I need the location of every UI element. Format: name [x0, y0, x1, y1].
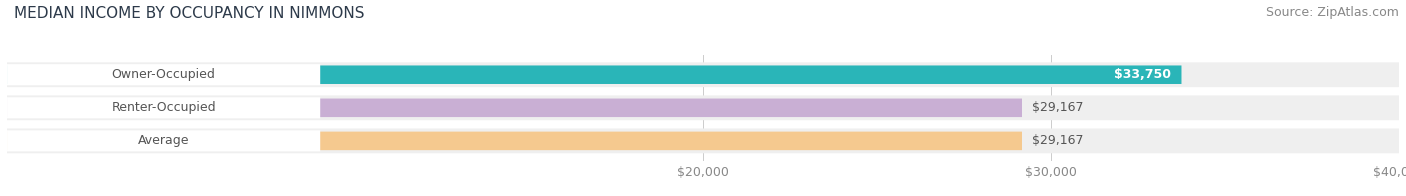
FancyBboxPatch shape — [7, 128, 1399, 153]
Text: Renter-Occupied: Renter-Occupied — [111, 101, 217, 114]
Text: Source: ZipAtlas.com: Source: ZipAtlas.com — [1265, 6, 1399, 19]
Text: Average: Average — [138, 134, 190, 147]
Text: $33,750: $33,750 — [1114, 68, 1171, 81]
FancyBboxPatch shape — [7, 99, 1022, 117]
FancyBboxPatch shape — [7, 130, 321, 152]
FancyBboxPatch shape — [7, 62, 1399, 87]
FancyBboxPatch shape — [7, 64, 321, 85]
FancyBboxPatch shape — [7, 97, 321, 118]
Text: MEDIAN INCOME BY OCCUPANCY IN NIMMONS: MEDIAN INCOME BY OCCUPANCY IN NIMMONS — [14, 6, 364, 21]
Text: Owner-Occupied: Owner-Occupied — [111, 68, 215, 81]
FancyBboxPatch shape — [7, 132, 1022, 150]
FancyBboxPatch shape — [7, 95, 1399, 120]
Text: $29,167: $29,167 — [1032, 134, 1084, 147]
Text: $29,167: $29,167 — [1032, 101, 1084, 114]
FancyBboxPatch shape — [7, 65, 1181, 84]
